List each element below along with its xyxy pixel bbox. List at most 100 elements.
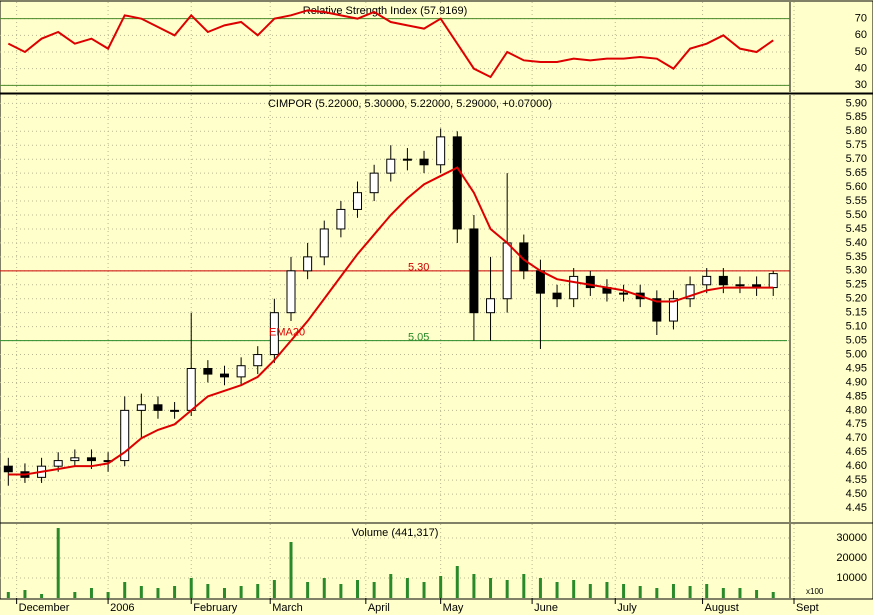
volume-bar [23, 590, 27, 598]
panel-title: CIMPOR (5.22000, 5.30000, 5.22000, 5.290… [268, 98, 552, 110]
volume-bar [538, 578, 542, 598]
y-tick-label: 5.90 [846, 97, 867, 109]
y-tick-label: 5.75 [846, 139, 867, 151]
ema-line [8, 166, 774, 476]
candle-body [569, 275, 579, 300]
y-tick-label: 10000 [836, 572, 867, 584]
candle-body [702, 275, 712, 286]
volume-bar [422, 582, 426, 598]
y-tick-label: 5.50 [846, 209, 867, 221]
candle-body [170, 409, 180, 412]
candle-body [718, 275, 728, 286]
volume-bar [339, 584, 343, 598]
ema-label: EMA20 [269, 327, 305, 339]
candle-body [735, 284, 745, 287]
volume-bar [688, 586, 692, 598]
y-tick-label: 5.55 [846, 195, 867, 207]
volume-bar [572, 580, 576, 598]
y-tick-label: 5.60 [846, 181, 867, 193]
volume-bar [6, 592, 10, 598]
x-tick-label: May [443, 602, 464, 614]
panel-frame [0, 522, 873, 600]
y-tick-label: 4.55 [846, 474, 867, 486]
y-tick-label: 20000 [836, 552, 867, 564]
candle-body [336, 208, 346, 230]
y-tick-label: 5.40 [846, 237, 867, 249]
x-tick-label: March [272, 602, 303, 614]
volume-bar [721, 588, 725, 598]
candle-body [236, 365, 246, 378]
volume-bar [289, 542, 293, 598]
volume-bar [771, 592, 775, 598]
candle-body [120, 409, 130, 462]
candle-body [486, 298, 496, 314]
candle-body [186, 368, 196, 411]
candle-body [269, 312, 279, 356]
candle-body [253, 354, 263, 367]
volume-bar [439, 576, 443, 598]
candle-body [70, 457, 80, 462]
candle-body [53, 460, 63, 467]
y-tick-label: 5.70 [846, 153, 867, 165]
volume-bar [56, 528, 60, 598]
candle-body [502, 242, 512, 300]
y-tick-label: 4.85 [846, 390, 867, 402]
volume-bar [405, 578, 409, 598]
volume-bar [455, 566, 459, 598]
volume-bar [738, 588, 742, 598]
volume-bar [755, 590, 759, 598]
candle-body [436, 136, 446, 166]
volume-bar [522, 574, 526, 598]
y-tick-label: 5.25 [846, 279, 867, 291]
y-tick-label: 4.90 [846, 376, 867, 388]
panel-title: Relative Strength Index (57.9169) [303, 5, 468, 17]
y-tick-label: 5.00 [846, 348, 867, 360]
y-tick-label: 5.05 [846, 335, 867, 347]
candle-body [585, 275, 595, 289]
candle-body [469, 228, 479, 314]
volume-bar [222, 588, 226, 598]
y-tick-label: 5.85 [846, 111, 867, 123]
x-tick-label: December [19, 602, 70, 614]
volume-bar [372, 582, 376, 598]
volume-bar [638, 586, 642, 598]
x-tick-label: Sept [796, 602, 819, 614]
x-tick-label: July [617, 602, 637, 614]
volume-bar [256, 584, 260, 598]
y-tick-label: 4.60 [846, 460, 867, 472]
volume-bar [555, 582, 559, 598]
x-tick-label: 2006 [110, 602, 134, 614]
y-tick-label: 30000 [836, 532, 867, 544]
reference-label: 5.05 [408, 332, 429, 344]
volume-bar [622, 584, 626, 598]
volume-bar [306, 582, 310, 598]
y-tick-label: 4.45 [846, 502, 867, 514]
candle-body [136, 404, 146, 411]
candle-body [3, 465, 13, 473]
x-tick-label: August [705, 602, 739, 614]
candle-body [219, 373, 229, 378]
candle-body [402, 158, 412, 161]
y-tick-label: 5.65 [846, 167, 867, 179]
candle-body [768, 273, 778, 289]
volume-bar [189, 578, 193, 598]
candle-body [386, 158, 396, 174]
volume-bar [40, 594, 44, 598]
volume-bar [123, 582, 127, 598]
x-tick-label: April [368, 602, 390, 614]
volume-bar [389, 574, 393, 598]
candle-body [685, 284, 695, 300]
candle-body [353, 192, 363, 210]
y-tick-label: 4.65 [846, 446, 867, 458]
candle-body [86, 457, 96, 462]
candle-body [286, 270, 296, 314]
y-tick-label: 5.80 [846, 125, 867, 137]
volume-bar [655, 588, 659, 598]
panel-frame [0, 0, 873, 94]
candle-body [419, 158, 429, 166]
volume-bar [206, 584, 210, 598]
candle-body [552, 292, 562, 300]
x-tick-label: February [193, 602, 238, 614]
y-tick-label: 4.95 [846, 362, 867, 374]
